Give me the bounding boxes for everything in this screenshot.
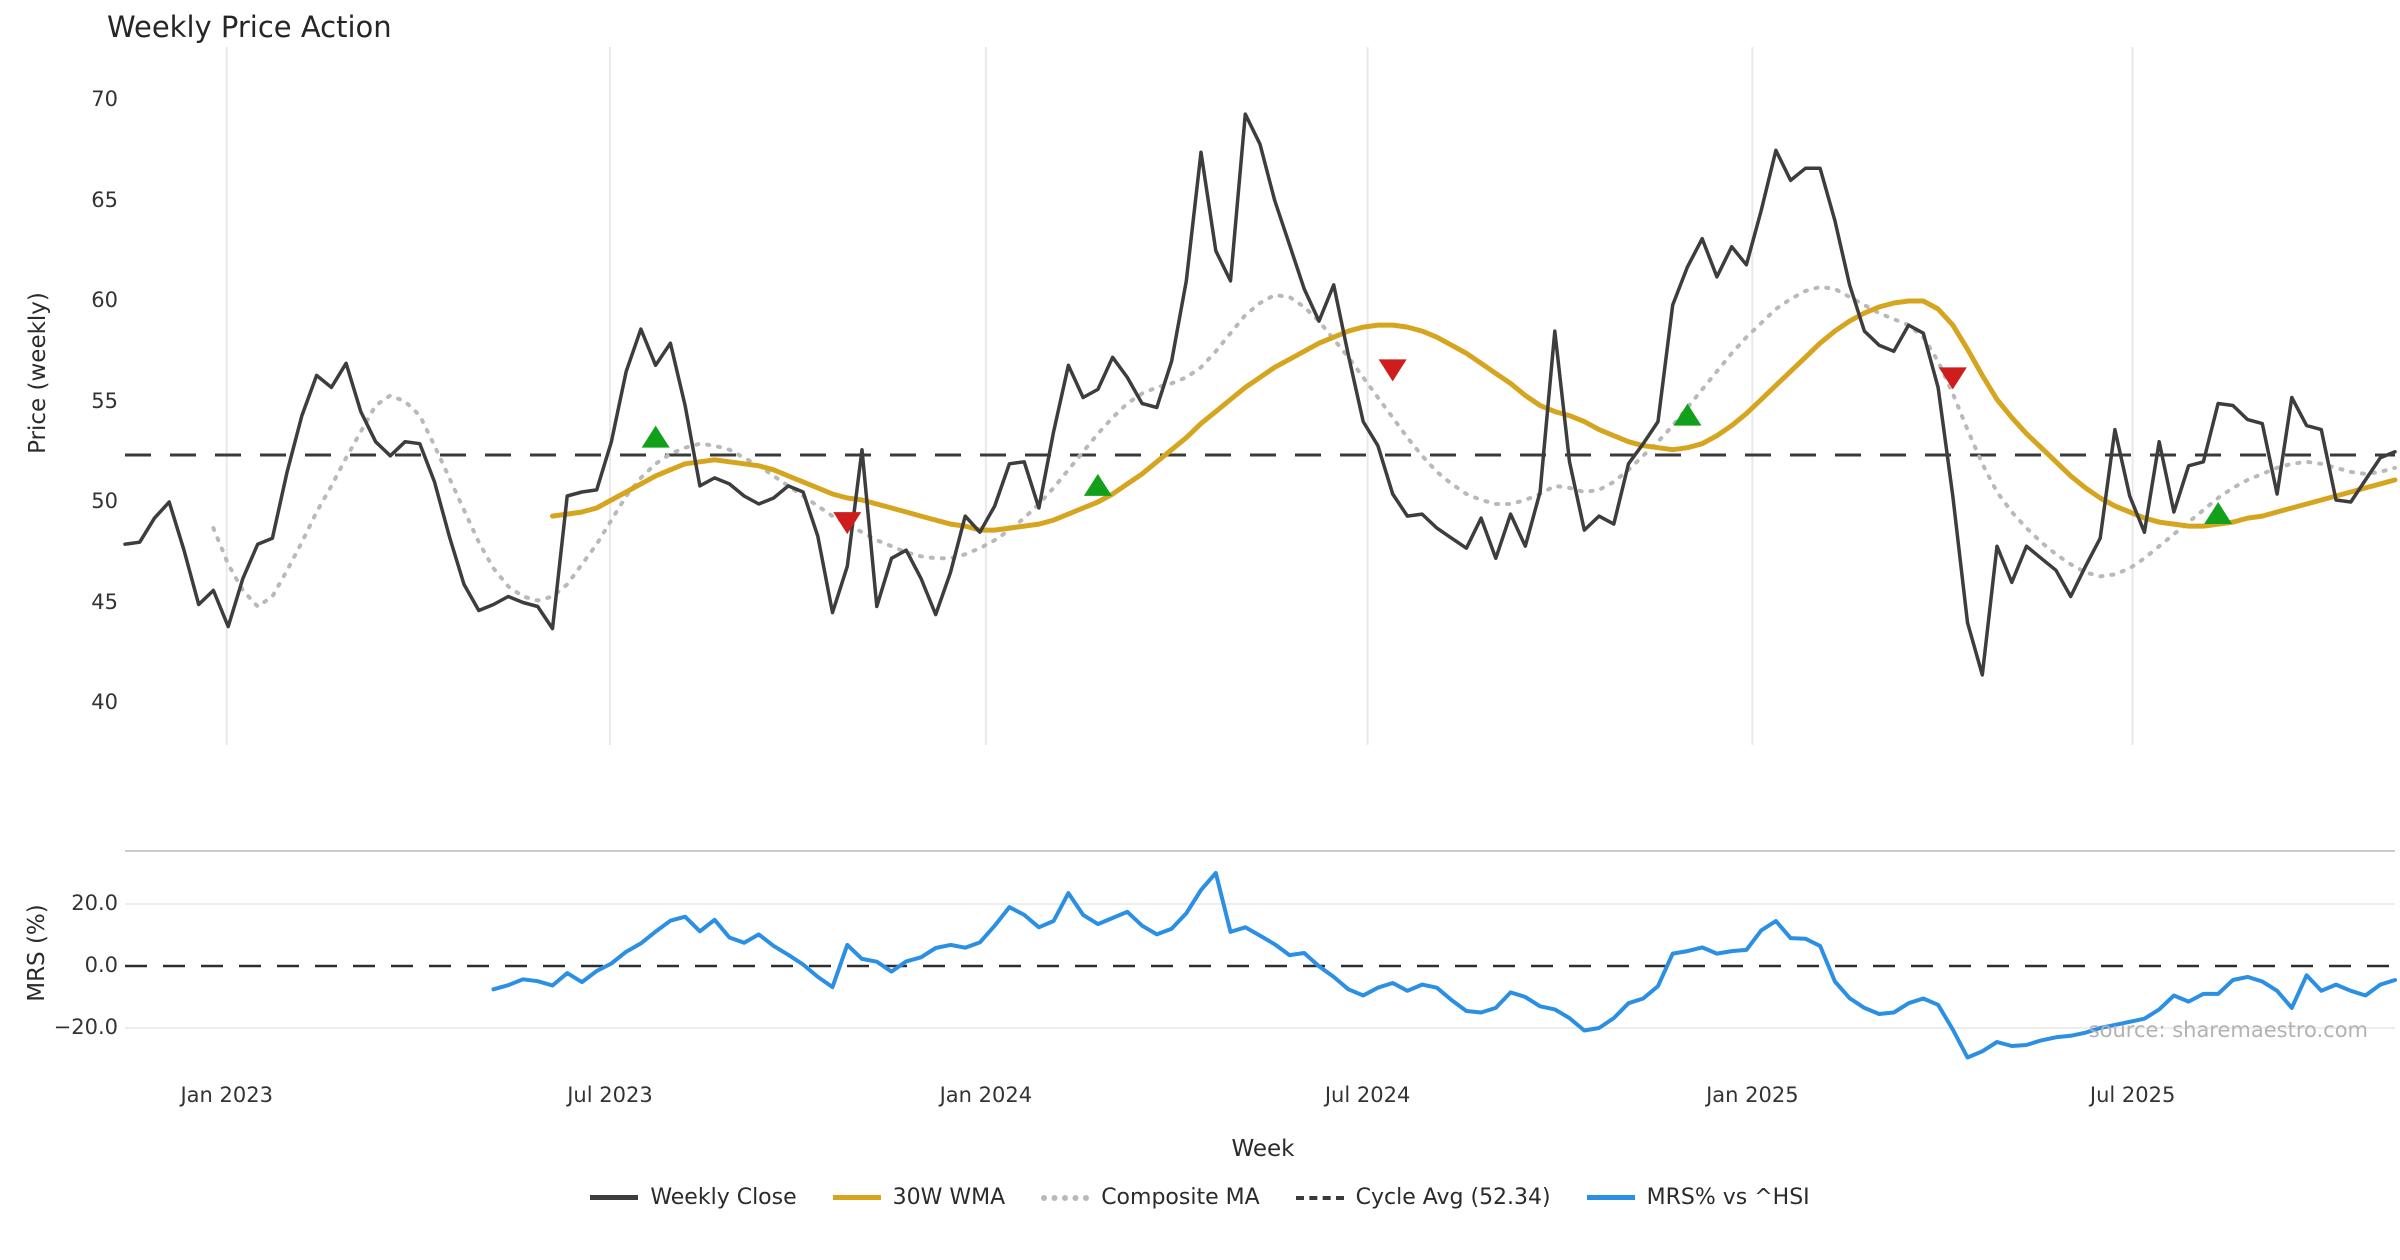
buy-signal-marker	[1083, 473, 1112, 496]
chart-title: Weekly Price Action	[107, 10, 392, 44]
mrs-y-tick-label: −20.0	[53, 1015, 118, 1039]
composite-ma-line	[211, 284, 2397, 609]
legend-item: Composite MA	[1041, 1185, 1260, 1210]
weekly-close-line	[123, 112, 2397, 677]
legend-item: Weekly Close	[590, 1185, 797, 1210]
legend-item: 30W WMA	[832, 1185, 1006, 1210]
legend-swatch-icon	[1295, 1195, 1344, 1200]
legend-swatch-icon	[1586, 1195, 1635, 1200]
legend-item-label: MRS% vs ^HSI	[1646, 1185, 1810, 1210]
source-watermark: source: sharemaestro.com	[2088, 1018, 2368, 1042]
legend-item-label: 30W WMA	[892, 1185, 1006, 1210]
buy-signal-marker	[2204, 502, 2233, 525]
main-y-tick-label: 65	[91, 187, 118, 212]
legend-swatch-icon	[590, 1195, 639, 1200]
sell-signal-marker	[1378, 359, 1407, 382]
main-y-tick-label: 70	[91, 87, 118, 111]
legend-item-label: Composite MA	[1101, 1185, 1260, 1210]
mrs-y-tick-label: 20.0	[71, 891, 118, 915]
wma-line	[550, 298, 2398, 533]
legend-swatch-icon	[832, 1195, 881, 1200]
x-tick-label: Jul 2025	[2089, 1083, 2176, 1107]
mrs-y-tick-label: 0.0	[84, 953, 118, 977]
buy-signal-marker	[641, 425, 670, 448]
main-y-tick-label: 55	[91, 388, 118, 413]
buy-signal-marker	[1673, 403, 1702, 426]
x-tick-label: Jul 2023	[567, 1083, 653, 1107]
legend-item: Cycle Avg (52.34)	[1295, 1185, 1551, 1210]
main-y-tick-label: 60	[91, 288, 118, 312]
legend-item-label: Weekly Close	[650, 1185, 797, 1210]
mrs-line	[491, 871, 2397, 1060]
main-y-tick-label: 40	[91, 690, 118, 714]
x-tick-label: Jan 2023	[180, 1083, 273, 1107]
x-tick-label: Jul 2024	[1324, 1083, 1411, 1107]
main-y-tick-label: 50	[91, 489, 118, 513]
sell-signal-marker	[833, 512, 862, 535]
x-tick-label: Jan 2025	[1706, 1083, 1799, 1107]
x-tick-label: Jan 2024	[939, 1083, 1033, 1107]
legend-item: MRS% vs ^HSI	[1586, 1185, 1810, 1210]
main-y-tick-label: 45	[91, 589, 118, 614]
legend-swatch-icon	[1041, 1194, 1090, 1201]
x-axis-label: Week	[1231, 1136, 1295, 1162]
sell-signal-marker	[1938, 367, 1967, 390]
legend: Weekly Close 30W WMA Composite MA Cycle Avg…	[0, 1185, 2400, 1210]
legend-item-label: Cycle Avg (52.34)	[1355, 1185, 1551, 1210]
